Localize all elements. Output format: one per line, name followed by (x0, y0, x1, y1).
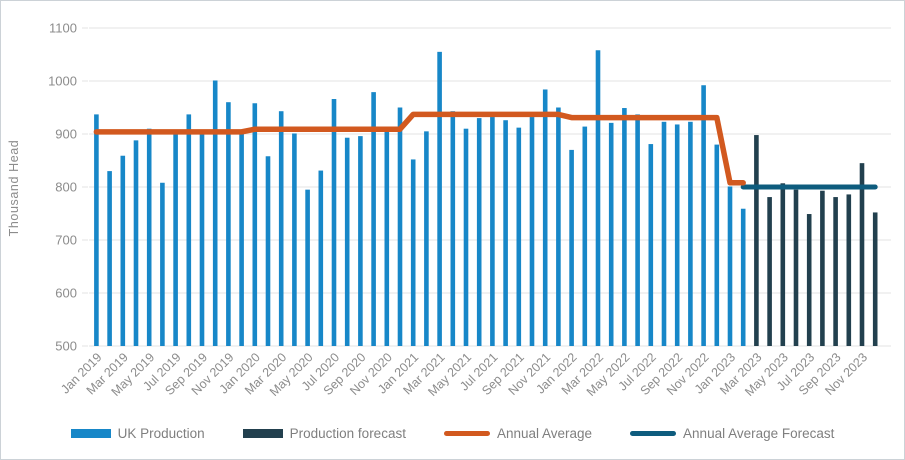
bar-feb-2021 (424, 131, 429, 346)
bar-oct-2020 (371, 92, 376, 346)
legend-label: UK Production (117, 425, 205, 441)
bar-jan-2020 (252, 103, 258, 346)
bar-may-2020 (305, 189, 310, 346)
bar-jun-2020 (318, 170, 324, 346)
bar-apr-2023 (767, 197, 772, 346)
bar-jan-2022 (569, 149, 574, 346)
bar-apr-2019 (133, 140, 139, 346)
bar-apr-2021 (450, 111, 456, 347)
bar-jun-2019 (160, 182, 165, 346)
bar-feb-2019 (107, 171, 112, 346)
bar-feb-2020 (265, 156, 271, 346)
bar-aug-2023 (820, 190, 825, 346)
legend-label: Annual Average Forecast (683, 425, 835, 441)
bar-apr-2020 (292, 133, 297, 346)
bar-may-2019 (146, 128, 152, 346)
bar-may-2021 (463, 128, 469, 346)
bar-dec-2023 (872, 212, 878, 346)
bar-jul-2021 (490, 117, 495, 346)
bar-mar-2020 (278, 111, 284, 347)
legend-label: Annual Average (496, 425, 593, 441)
bar-sep-2023 (833, 197, 838, 346)
line-annual-average (93, 111, 746, 186)
bar-oct-2022 (688, 121, 693, 346)
bar-jul-2020 (331, 99, 337, 347)
bar-feb-2023 (740, 208, 746, 346)
bar-nov-2020 (384, 130, 390, 346)
bar-may-2022 (622, 108, 627, 346)
bar-sep-2021 (516, 127, 522, 346)
chart-legend: UK Production Production forecast Annual… (1, 418, 904, 448)
bar-dec-2022 (714, 144, 720, 346)
bar-aug-2020 (344, 137, 350, 346)
bar-dec-2020 (397, 107, 403, 346)
bar-feb-2022 (582, 126, 588, 346)
bar-jul-2022 (648, 144, 654, 346)
y-axis-tick-label: 600 (55, 286, 77, 301)
bar-jan-2021 (410, 159, 416, 346)
bar-nov-2022 (701, 85, 706, 347)
bar-nov-2023 (859, 163, 865, 346)
bar-sep-2019 (199, 133, 205, 346)
legend-item-annual-average: Annual Average (443, 425, 593, 441)
production-forecast-swatch-icon (242, 428, 283, 438)
bar-oct-2019 (212, 80, 218, 346)
bar-mar-2021 (437, 51, 442, 346)
annual-average-line-swatch-icon (443, 430, 490, 436)
bar-aug-2019 (186, 114, 192, 346)
y-axis-tick-label: 900 (55, 127, 77, 142)
legend-label: Production forecast (289, 425, 406, 441)
y-axis-tick-label: 500 (55, 339, 77, 354)
bar-dec-2019 (239, 133, 244, 346)
bar-nov-2021 (542, 89, 548, 346)
y-axis-tick-label: 800 (55, 180, 77, 195)
bar-dec-2021 (556, 107, 561, 346)
bar-mar-2022 (595, 50, 601, 346)
bar-jul-2019 (173, 133, 178, 346)
bar-jan-2019 (94, 114, 99, 346)
annual-average-forecast-line-swatch-icon (630, 430, 677, 436)
bar-sep-2020 (358, 136, 363, 346)
bar-oct-2021 (529, 117, 535, 346)
y-axis-tick-label: 1000 (48, 74, 77, 89)
bar-jun-2023 (793, 189, 799, 346)
uk-production-swatch-icon (70, 428, 111, 438)
bar-may-2023 (780, 183, 786, 346)
legend-item-uk-production: UK Production (70, 425, 205, 441)
y-axis-tick-label: 1100 (49, 21, 77, 36)
bar-aug-2021 (503, 120, 508, 346)
bar-apr-2022 (608, 122, 614, 347)
bar-jul-2023 (806, 214, 812, 346)
legend-item-annual-average-forecast: Annual Average Forecast (630, 426, 834, 441)
bar-aug-2022 (661, 121, 667, 346)
bar-mar-2023 (754, 135, 759, 346)
bar-mar-2019 (120, 155, 126, 346)
bar-nov-2019 (226, 102, 231, 346)
legend-item-production-forecast: Production forecast (242, 425, 406, 441)
y-axis-tick-label: 700 (55, 233, 77, 248)
bar-sep-2022 (674, 124, 680, 347)
bar-oct-2023 (846, 194, 852, 346)
bar-jun-2021 (476, 118, 482, 346)
y-axis-title: Thousand Head (7, 139, 21, 237)
bar-jan-2023 (727, 186, 733, 346)
bar-jun-2022 (635, 114, 640, 346)
